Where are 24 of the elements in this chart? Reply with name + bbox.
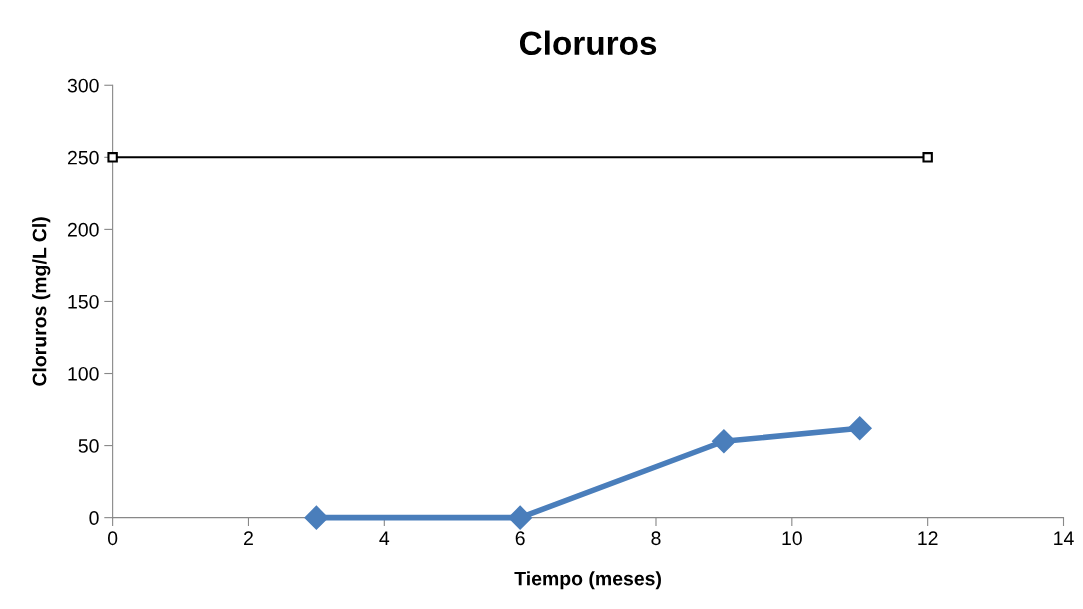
x-tick-label: 8 xyxy=(651,531,661,546)
y-axis-title: Cloruros (mg/L Cl) xyxy=(32,217,51,386)
point xyxy=(922,152,933,163)
x-axis-title: Tiempo (meses) xyxy=(514,571,661,590)
y-tick-label: 0 xyxy=(89,511,99,525)
x-tick-label: 10 xyxy=(782,531,802,546)
y-tick-label: 200 xyxy=(67,222,99,237)
chart-title: Cloruros xyxy=(519,30,657,56)
x-tick-label: 4 xyxy=(379,531,390,545)
x-tick-label: 0 xyxy=(107,531,118,546)
y-tick-label: 50 xyxy=(78,439,99,453)
point xyxy=(847,416,872,441)
y-tick-label: 150 xyxy=(68,294,99,309)
point xyxy=(304,505,329,530)
y-tick-label: 300 xyxy=(67,78,99,93)
x-tick-label: 2 xyxy=(244,531,253,545)
point xyxy=(107,152,118,163)
point xyxy=(508,505,532,530)
x-tick-label: 12 xyxy=(918,531,938,545)
point xyxy=(712,429,736,454)
x-tick-label: 6 xyxy=(515,531,525,546)
y-tick-label: 100 xyxy=(68,366,99,381)
x-tick-label: 14 xyxy=(1054,531,1074,545)
y-tick-label: 250 xyxy=(67,150,99,165)
